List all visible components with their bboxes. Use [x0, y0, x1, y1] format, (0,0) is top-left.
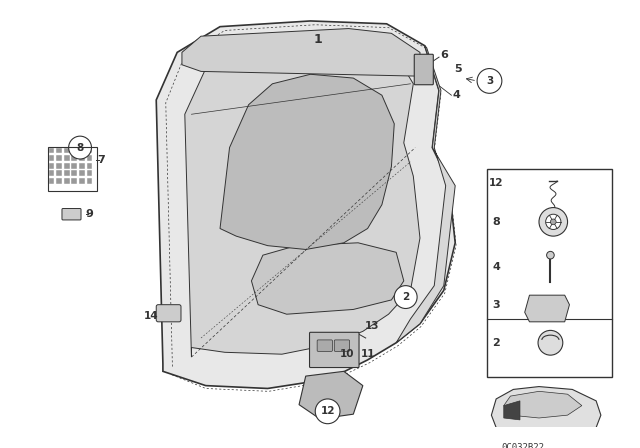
Bar — [72, 178, 77, 184]
Bar — [79, 147, 85, 153]
FancyBboxPatch shape — [62, 208, 81, 220]
Text: 0C032B22: 0C032B22 — [501, 443, 544, 448]
Bar — [87, 178, 92, 184]
Polygon shape — [252, 243, 404, 314]
Polygon shape — [220, 74, 394, 250]
Bar — [49, 163, 54, 168]
Bar — [56, 170, 62, 176]
Text: 8: 8 — [492, 217, 500, 227]
Polygon shape — [492, 387, 601, 434]
Bar — [87, 170, 92, 176]
Polygon shape — [504, 392, 582, 418]
Bar — [64, 155, 70, 161]
Text: 10: 10 — [339, 349, 354, 359]
FancyBboxPatch shape — [317, 340, 332, 351]
Bar — [64, 163, 70, 168]
Polygon shape — [504, 401, 520, 420]
Bar — [72, 163, 77, 168]
Bar — [49, 170, 54, 176]
Text: 6: 6 — [440, 50, 448, 60]
Circle shape — [539, 207, 568, 236]
Text: 3: 3 — [492, 300, 500, 310]
Bar — [79, 163, 85, 168]
Bar — [79, 178, 85, 184]
Text: 13: 13 — [365, 321, 380, 331]
Bar — [72, 155, 77, 161]
Bar — [49, 178, 54, 184]
Circle shape — [538, 330, 563, 355]
Bar — [49, 147, 54, 153]
Bar — [79, 155, 85, 161]
Bar — [72, 170, 77, 176]
Text: 4: 4 — [452, 90, 460, 100]
Polygon shape — [156, 21, 455, 388]
Bar — [56, 178, 62, 184]
Text: 12: 12 — [489, 178, 504, 188]
Circle shape — [547, 251, 554, 259]
Text: 14: 14 — [144, 311, 159, 321]
Polygon shape — [185, 40, 420, 357]
FancyBboxPatch shape — [414, 54, 433, 85]
Text: 3: 3 — [486, 76, 493, 86]
Text: 1: 1 — [314, 34, 323, 47]
Polygon shape — [182, 29, 420, 76]
FancyBboxPatch shape — [156, 305, 181, 322]
FancyBboxPatch shape — [310, 332, 359, 367]
Bar — [87, 155, 92, 161]
Bar — [56, 155, 62, 161]
Bar — [48, 146, 97, 191]
Bar — [64, 170, 70, 176]
Bar — [486, 382, 612, 441]
Circle shape — [546, 214, 561, 229]
Polygon shape — [396, 46, 455, 343]
Text: 2: 2 — [402, 292, 410, 302]
Bar — [56, 163, 62, 168]
Bar — [486, 169, 612, 377]
Bar — [87, 163, 92, 168]
Bar — [56, 147, 62, 153]
Text: 7: 7 — [97, 155, 105, 165]
Text: 12: 12 — [321, 406, 335, 416]
Polygon shape — [299, 371, 363, 419]
Circle shape — [477, 69, 502, 93]
Text: 11: 11 — [360, 349, 375, 359]
Bar — [87, 147, 92, 153]
Bar — [64, 178, 70, 184]
Bar — [79, 170, 85, 176]
Circle shape — [68, 136, 92, 159]
Text: 5: 5 — [454, 64, 462, 73]
Bar — [49, 155, 54, 161]
Text: 9: 9 — [86, 209, 93, 219]
Circle shape — [316, 399, 340, 424]
Text: 8: 8 — [76, 142, 84, 153]
Text: 2: 2 — [492, 338, 500, 348]
Polygon shape — [525, 295, 570, 322]
Bar — [72, 147, 77, 153]
Text: 4: 4 — [492, 262, 500, 271]
FancyBboxPatch shape — [334, 340, 349, 351]
Circle shape — [394, 286, 417, 309]
Circle shape — [550, 219, 556, 225]
Bar — [64, 147, 70, 153]
